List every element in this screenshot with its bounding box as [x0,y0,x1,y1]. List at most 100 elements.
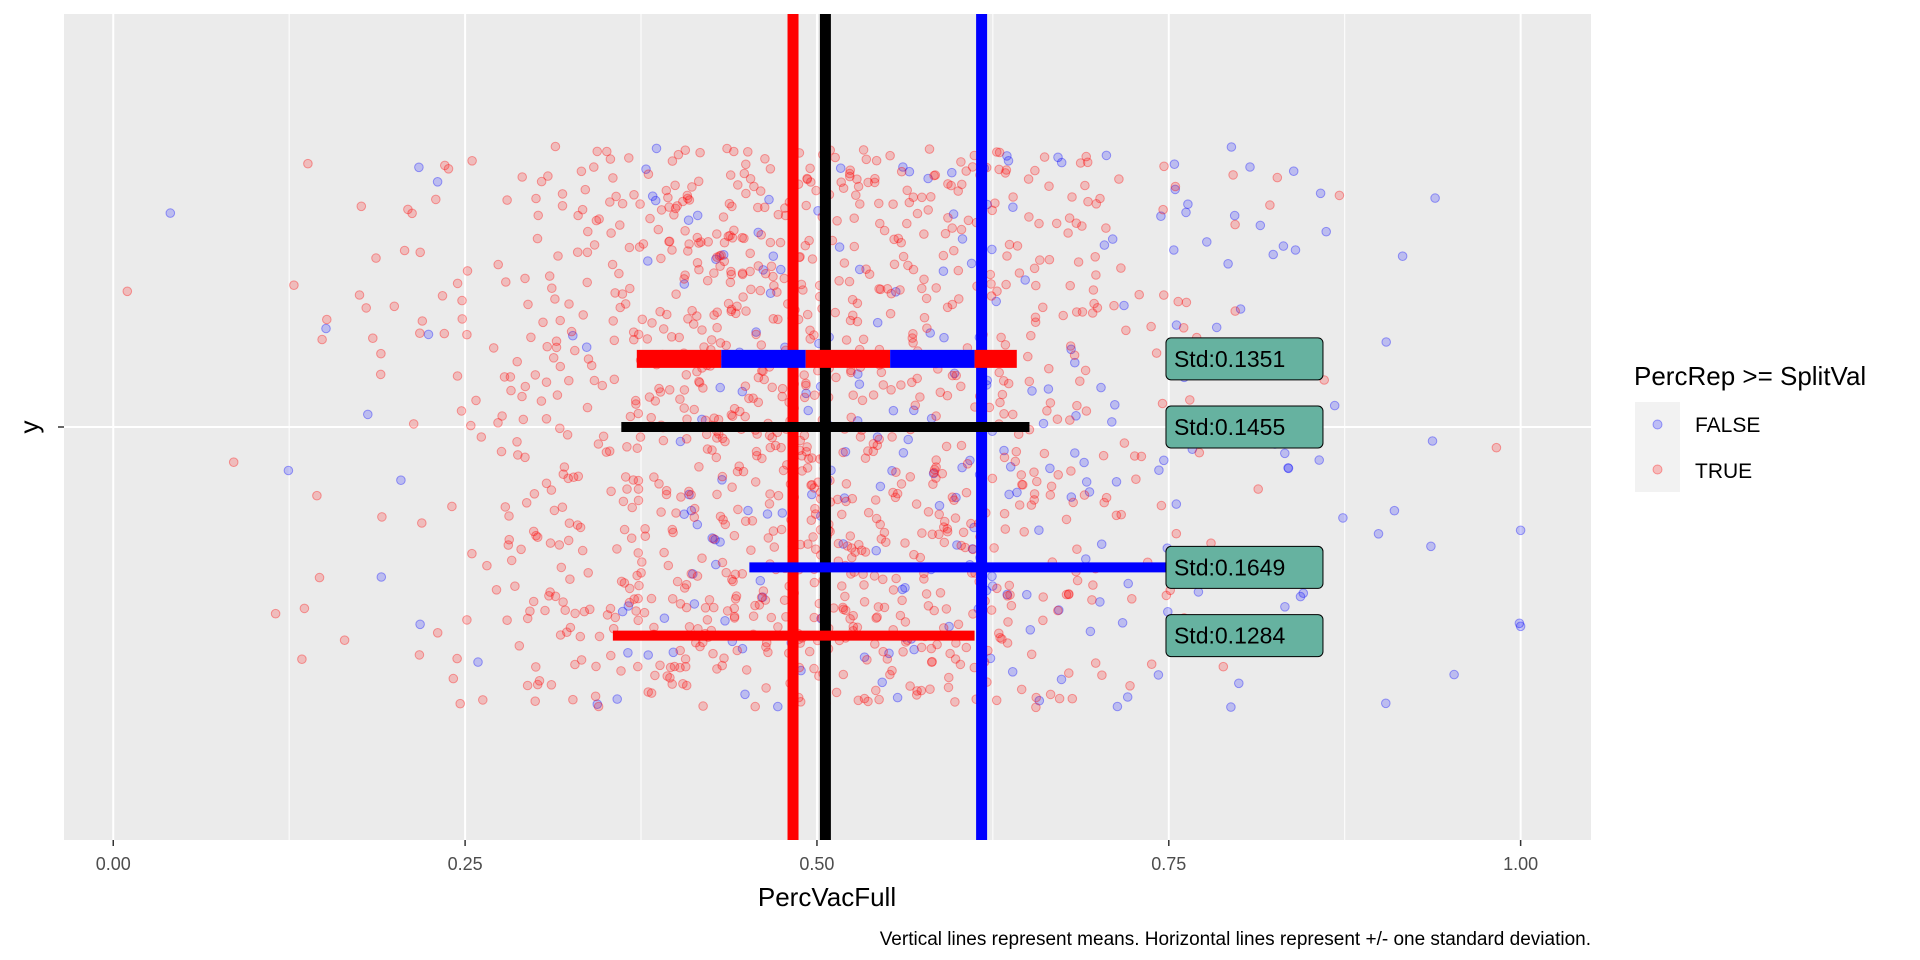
data-point-false [1329,400,1340,411]
data-point-true [750,600,760,611]
data-point-false [737,643,748,654]
data-point-true [675,662,685,673]
data-point-true [1064,213,1075,223]
data-point-true [512,356,523,367]
data-point-false [854,379,865,390]
data-point-true [577,204,588,215]
data-point-false [1226,142,1237,152]
data-point-true [611,191,621,202]
data-point-true [994,367,1005,378]
data-point-true [879,527,890,538]
data-point-true [694,462,704,472]
data-point-true [839,258,850,268]
data-point-false [966,258,977,269]
x-axis-title: PercVacFull [758,882,896,912]
data-point-false [803,405,814,416]
data-point-true [594,631,605,642]
data-point-true [1053,605,1063,616]
data-point-true [731,591,742,601]
data-point-false [834,242,845,252]
data-point-false [1107,417,1117,427]
data-point-false [1288,166,1299,176]
data-point-false [758,265,769,275]
data-point-true [838,669,849,680]
data-point-true [908,329,918,339]
data-point-true [565,574,575,585]
data-point-true [1092,303,1103,313]
data-point-true [297,654,307,665]
data-point-false [765,288,776,299]
data-point-false [755,575,766,586]
data-point-true [467,156,477,166]
data-point-true [871,155,882,166]
data-point-true [452,371,463,381]
data-point-false [1066,492,1077,502]
data-point-true [1097,670,1107,681]
data-point-false [643,650,654,660]
data-point-true [994,628,1004,639]
data-point-true [1065,280,1075,291]
data-point-true [810,544,821,555]
data-point-true [443,164,454,174]
data-point-true [1001,165,1012,175]
data-point-true [754,600,765,610]
data-point-true [852,622,863,633]
data-point-true [841,496,851,507]
data-point-false [938,266,949,277]
data-point-true [925,684,935,695]
data-point-true [809,612,820,623]
data-point-true [555,630,566,640]
data-point-true [549,505,560,516]
data-point-true [846,367,856,378]
data-point-true [502,615,512,626]
legend-label-false: FALSE [1695,414,1760,437]
data-point-true [864,269,875,280]
data-point-true [1173,296,1183,307]
data-point-true [755,285,766,296]
data-point-true [1045,490,1056,500]
data-point-true [869,177,880,188]
data-point-true [1159,161,1169,172]
data-point-true [702,275,713,286]
data-point-true [629,190,639,200]
data-point-true [624,583,635,594]
data-point-false [718,250,729,260]
data-point-true [672,201,683,211]
data-point-true [1116,509,1126,520]
data-point-false [641,164,651,174]
data-point-true [1005,590,1015,600]
data-point-true [1016,470,1027,480]
data-point-true [686,490,696,500]
data-point-true [695,147,705,158]
data-point-true [718,212,729,222]
data-point-true [849,241,860,252]
data-point-false [1181,207,1191,218]
data-point-false [1012,487,1022,498]
data-point-true [1031,692,1041,703]
data-point-true [917,528,927,538]
data-point-false [1245,162,1255,172]
data-point-false [853,369,863,379]
data-point-false [1427,436,1438,446]
data-point-true [737,232,748,243]
data-point-true [720,519,731,530]
data-point-true [562,430,573,440]
data-point-true [1029,467,1039,478]
data-point-true [768,271,778,282]
data-point-true [848,310,858,321]
data-point-true [538,317,548,328]
data-point-true [908,264,919,275]
data-point-true [928,479,938,490]
data-point-false [740,689,750,700]
data-point-true [967,162,978,172]
data-point-false [888,405,899,416]
data-point-false [1183,199,1193,209]
data-point-true [801,446,812,457]
data-point-true [709,413,720,424]
data-point-false [768,251,779,262]
data-point-true [1089,298,1099,309]
data-point-true [805,334,816,344]
data-point-false [617,606,628,617]
data-point-true [541,478,552,489]
data-point-true [1061,514,1072,525]
